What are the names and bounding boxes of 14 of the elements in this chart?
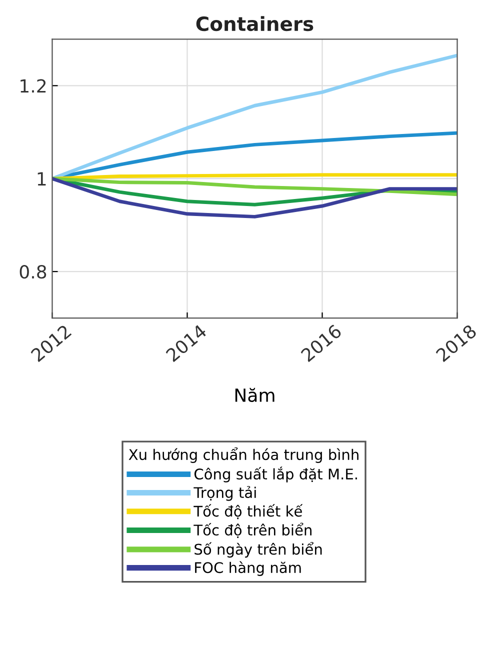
y-tick-label: 0.8: [20, 265, 46, 279]
legend-label: Trọng tải: [194, 486, 256, 501]
y-tick-label: 1.2: [20, 79, 46, 93]
chart-title: Containers: [196, 16, 314, 32]
legend-label: Công suất lắp đặt M.E.: [194, 466, 357, 482]
line-series: [52, 176, 458, 218]
legend-label: Số ngày trên biển: [194, 542, 322, 558]
legend-label: Tốc độ thiết kế: [194, 504, 303, 520]
legend-label: FOC hàng năm: [195, 561, 301, 576]
line-series: [52, 176, 458, 196]
legend-label: Tốc độ trên biển: [194, 522, 312, 538]
legend-title: Xu hướng chuẩn hóa trung bình: [128, 447, 358, 463]
x-axis-title: Năm: [235, 388, 274, 402]
y-tick-label: 1: [38, 172, 46, 186]
